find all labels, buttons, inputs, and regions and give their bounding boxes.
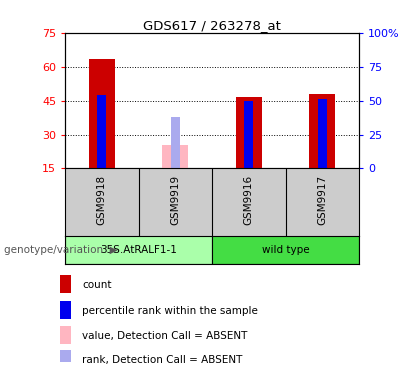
Text: GSM9919: GSM9919 xyxy=(171,175,180,225)
Bar xyxy=(60,326,71,344)
Bar xyxy=(244,101,253,168)
Text: genotype/variation  ▶: genotype/variation ▶ xyxy=(4,245,118,255)
Bar xyxy=(171,117,180,168)
Bar xyxy=(236,97,262,168)
Text: GSM9918: GSM9918 xyxy=(97,175,107,225)
Bar xyxy=(60,301,71,319)
Bar xyxy=(318,98,327,168)
Bar xyxy=(310,94,335,168)
Text: GSM9917: GSM9917 xyxy=(318,175,327,225)
Bar xyxy=(60,275,71,293)
Bar xyxy=(89,59,115,168)
Bar xyxy=(65,236,212,264)
Bar xyxy=(60,351,71,366)
Text: rank, Detection Call = ABSENT: rank, Detection Call = ABSENT xyxy=(82,355,242,365)
Bar xyxy=(212,236,359,264)
Text: percentile rank within the sample: percentile rank within the sample xyxy=(82,306,258,316)
Text: value, Detection Call = ABSENT: value, Detection Call = ABSENT xyxy=(82,330,247,341)
Text: count: count xyxy=(82,280,111,290)
Bar xyxy=(163,145,188,168)
Text: wild type: wild type xyxy=(262,245,310,255)
Text: GSM9916: GSM9916 xyxy=(244,175,254,225)
Text: 35S.AtRALF1-1: 35S.AtRALF1-1 xyxy=(100,245,177,255)
Bar xyxy=(97,95,106,168)
Title: GDS617 / 263278_at: GDS617 / 263278_at xyxy=(143,19,281,32)
